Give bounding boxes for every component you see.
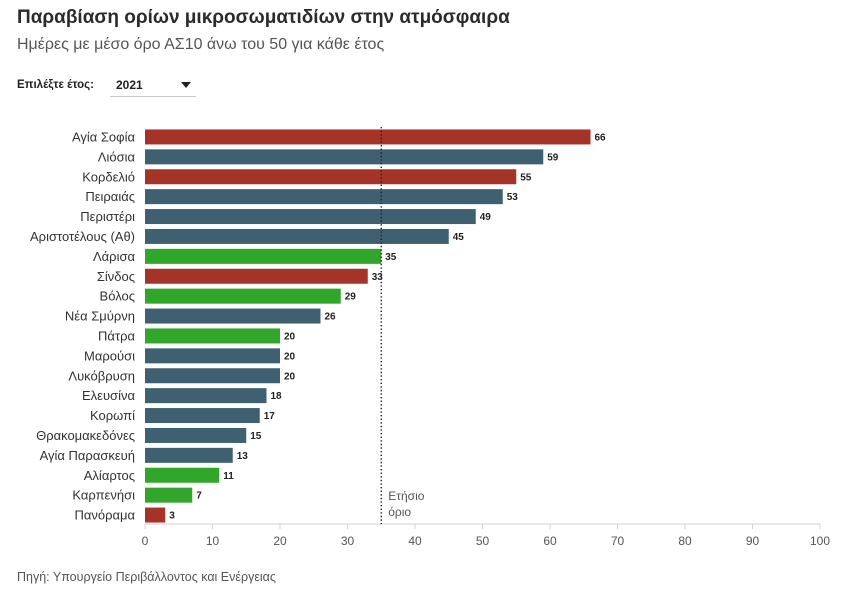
bar-14	[145, 388, 267, 404]
value-label-16: 15	[250, 431, 262, 442]
bars	[145, 129, 591, 523]
category-label-3: Κορδελιό	[82, 169, 135, 184]
category-label-1: Αγία Σοφία	[72, 129, 136, 144]
category-label-2: Λιόσια	[98, 149, 136, 164]
value-label-12: 20	[284, 351, 296, 362]
value-label-2: 59	[547, 152, 559, 163]
value-label-13: 20	[284, 371, 296, 382]
category-label-17: Αγία Παρασκευή	[40, 448, 135, 463]
category-label-14: Ελευσίνα	[82, 388, 135, 403]
value-label-6: 45	[453, 232, 465, 243]
x-tick-label-20: 20	[273, 534, 287, 548]
category-label-19: Καρπενήσι	[72, 488, 135, 503]
category-label-18: Αλίαρτος	[84, 468, 135, 483]
annual-limit-reference: Ετήσιο όριο	[380, 127, 425, 524]
category-label-5: Περιστέρι	[80, 209, 135, 224]
chart-subtitle: Ημέρες με μέσο όρο ΑΣ10 άνω του 50 για κ…	[17, 36, 385, 53]
x-tick-label-30: 30	[341, 534, 355, 548]
bar-19	[145, 487, 193, 503]
bar-2	[145, 149, 544, 165]
bar-4	[145, 189, 503, 205]
value-label-1: 66	[595, 132, 607, 143]
category-label-12: Μαρούσι	[84, 348, 135, 363]
value-label-3: 55	[520, 172, 532, 183]
bar-1	[145, 129, 591, 145]
category-label-13: Λυκόβρυση	[68, 368, 135, 383]
source-note: Πηγή: Υπουργείο Περιβάλλοντος και Ενέργε…	[17, 570, 276, 584]
value-label-14: 18	[271, 391, 283, 402]
value-label-8: 33	[372, 272, 384, 283]
category-label-6: Αριστοτέλους (Αθ)	[30, 229, 135, 244]
category-label-7: Λάρισα	[93, 249, 136, 264]
bar-18	[145, 467, 220, 483]
value-label-9: 29	[345, 292, 357, 303]
bar-16	[145, 427, 247, 443]
x-tick-label-80: 80	[678, 534, 692, 548]
bar-8	[145, 268, 368, 284]
value-label-19: 7	[196, 491, 202, 502]
year-select-label: Επιλέξτε έτος:	[17, 79, 94, 91]
value-label-7: 35	[385, 252, 397, 263]
chart-title: Παραβίαση ορίων μικροσωματιδίων στην ατμ…	[17, 7, 510, 28]
category-label-20: Πανόραμα	[74, 508, 135, 523]
bar-17	[145, 447, 233, 463]
bar-10	[145, 308, 321, 324]
category-label-8: Σίνδος	[97, 269, 135, 284]
x-tick-label-0: 0	[142, 534, 149, 548]
x-tick-label-10: 10	[206, 534, 220, 548]
reference-line-label-2: όριο	[388, 505, 411, 519]
bar-3	[145, 169, 517, 185]
value-label-20: 3	[169, 511, 175, 522]
value-label-10: 26	[325, 312, 337, 323]
category-label-11: Πάτρα	[98, 328, 135, 343]
category-label-16: Θρακομακεδόνες	[36, 428, 135, 443]
bar-11	[145, 328, 280, 344]
value-label-18: 11	[223, 471, 234, 482]
x-tick-label-100: 100	[810, 534, 830, 548]
value-label-15: 17	[264, 411, 276, 422]
value-label-11: 20	[284, 331, 296, 342]
x-tick-label-60: 60	[543, 534, 557, 548]
category-label-9: Βόλος	[100, 289, 135, 304]
x-tick-label-90: 90	[746, 534, 760, 548]
x-tick-label-70: 70	[611, 534, 625, 548]
bar-12	[145, 348, 280, 364]
bar-7	[145, 248, 382, 264]
bar-20	[145, 507, 166, 523]
x-axis: 0 10 20 30 40 50 60 70 80 90 100	[142, 523, 830, 548]
value-label-17: 13	[237, 451, 249, 462]
year-select-value: 2021	[116, 78, 143, 92]
caret-down-icon	[181, 82, 191, 88]
category-label-10: Νέα Σμύρνη	[65, 309, 135, 324]
bar-15	[145, 408, 260, 424]
bar-6	[145, 228, 449, 244]
x-tick-label-50: 50	[476, 534, 490, 548]
value-label-4: 53	[507, 192, 519, 203]
year-select[interactable]: 2021	[110, 74, 196, 97]
bar-13	[145, 368, 280, 384]
category-label-15: Κορωπί	[90, 408, 135, 423]
bar-5	[145, 209, 476, 225]
value-label-5: 49	[480, 212, 492, 223]
reference-line-label-1: Ετήσιο	[388, 489, 424, 503]
category-label-4: Πειραιάς	[85, 189, 135, 204]
x-tick-label-40: 40	[408, 534, 422, 548]
category-labels: Αγία Σοφία Λιόσια Κορδελιό Πειραιάς Περιστέρ…	[30, 129, 135, 522]
bar-9	[145, 288, 341, 304]
